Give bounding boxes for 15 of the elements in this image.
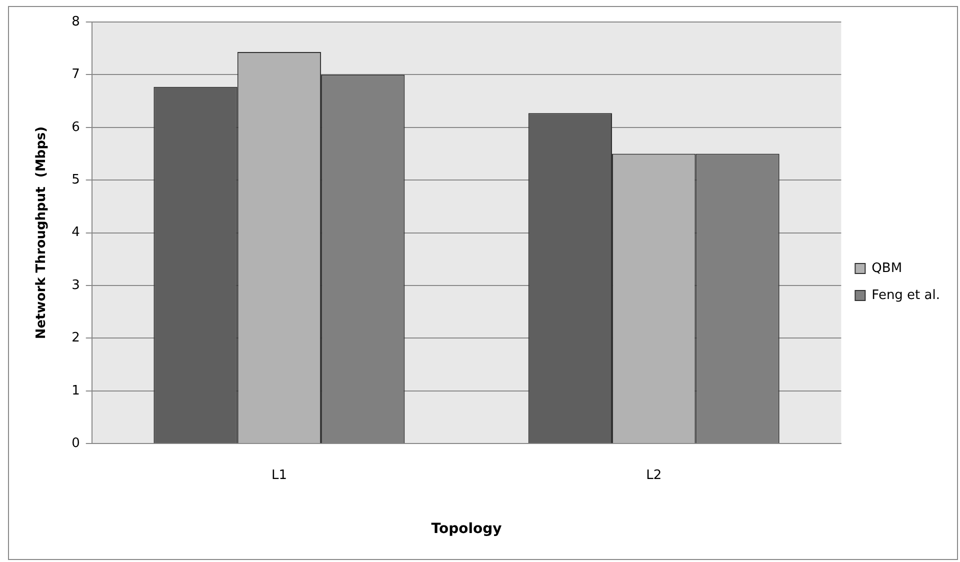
y-tick-label: 7 bbox=[72, 67, 80, 82]
y-tick-label: 2 bbox=[72, 330, 80, 346]
y-tick-label: 8 bbox=[72, 14, 80, 30]
y-tick-label: 6 bbox=[72, 120, 80, 135]
x-tick-label: L2 bbox=[646, 468, 662, 483]
y-tick-label: 5 bbox=[72, 172, 80, 188]
legend-label: Feng et al. bbox=[872, 288, 940, 303]
y-axis-title: Network Throughput (Mbps) bbox=[34, 126, 50, 340]
y-tick-label: 1 bbox=[72, 383, 80, 398]
x-tick-label: L1 bbox=[271, 468, 287, 483]
y-tick-label: 4 bbox=[72, 225, 80, 240]
y-tick-label: 3 bbox=[72, 278, 80, 293]
x-axis-title: Topology bbox=[431, 521, 502, 538]
legend-label: QBM bbox=[872, 260, 902, 276]
y-tick-label: 0 bbox=[72, 436, 80, 451]
